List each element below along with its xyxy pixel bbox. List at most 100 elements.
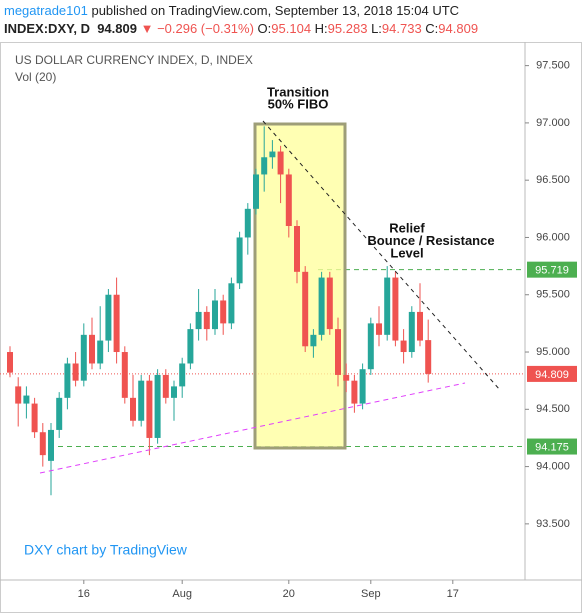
header: megatrade101 published on TradingView.co…	[4, 2, 478, 38]
candle-body	[121, 352, 128, 398]
candle-body	[408, 311, 415, 353]
ohlc-value: 94.733	[381, 21, 422, 36]
annotation: 50% FIBO	[268, 96, 329, 111]
candle-body	[359, 369, 366, 404]
candle-body	[302, 271, 309, 347]
ohlc-label: L:	[371, 21, 382, 36]
candle-body	[367, 323, 374, 370]
annotation: Bounce / Resistance	[367, 233, 494, 248]
candle-body	[220, 300, 227, 324]
candle-body	[343, 374, 350, 381]
ohlc: O:95.104 H:95.283 L:94.733 C:94.809	[258, 21, 479, 36]
y-tick-label: 97.000	[536, 117, 570, 129]
candle-body	[400, 340, 407, 353]
published: published on TradingView.com, September …	[91, 3, 460, 18]
candle-body	[384, 277, 391, 335]
candle-body	[113, 294, 120, 353]
candle-body	[326, 277, 333, 330]
candle-body	[236, 237, 243, 284]
ohlc-value: 95.283	[327, 21, 368, 36]
candle-body	[105, 294, 112, 341]
y-tick-label: 96.500	[536, 174, 570, 186]
candle-body	[417, 311, 423, 341]
candle-body	[15, 386, 22, 404]
author[interactable]: megatrade101	[4, 3, 88, 18]
x-tick-label: 20	[283, 588, 295, 600]
candle-body	[425, 340, 432, 374]
candle-body	[392, 277, 399, 341]
candle-body	[48, 429, 54, 461]
candle-body	[23, 395, 30, 404]
ohlc-value: 95.104	[271, 21, 312, 36]
candle-body	[31, 403, 38, 433]
symbol: INDEX:DXY, D	[4, 21, 90, 36]
candle-body	[56, 397, 63, 430]
candle-body	[310, 334, 317, 347]
candle-body	[64, 363, 71, 398]
x-tick-label: 16	[78, 588, 90, 600]
y-tick-label: 95.000	[536, 346, 570, 358]
last-price-box	[527, 365, 577, 382]
annotation: Relief	[389, 220, 425, 235]
candle-body	[171, 386, 177, 398]
candle-body	[179, 363, 186, 387]
watermark[interactable]: DXY chart by TradingView	[24, 542, 188, 558]
candle-body	[39, 432, 46, 456]
ohlc-value: 94.809	[438, 21, 479, 36]
chart-subtitle: Vol (20)	[15, 70, 56, 84]
y-tick-label: 96.000	[536, 231, 570, 243]
candle-body	[80, 334, 87, 381]
candle-body	[285, 174, 292, 227]
candle-body	[138, 380, 145, 421]
candle-body	[154, 374, 161, 438]
x-tick-label: Aug	[172, 588, 192, 600]
candle-body	[244, 208, 251, 238]
candle-body	[253, 174, 259, 209]
candle-body	[277, 151, 284, 175]
ohlc-label: H:	[314, 21, 328, 36]
candle-body	[72, 363, 79, 381]
candle-body	[269, 151, 276, 158]
header-line-2: INDEX:DXY, D 94.809 ▼ −0.296 (−0.31%) O:…	[4, 20, 478, 38]
level-label: 94.175	[535, 441, 569, 453]
header-line-1: megatrade101 published on TradingView.co…	[4, 2, 478, 20]
annotation: Level	[390, 245, 423, 260]
candle-body	[261, 157, 268, 175]
candle-body	[228, 283, 235, 324]
candle-body	[195, 311, 202, 330]
level-label-box	[527, 438, 577, 455]
candle-body	[212, 300, 218, 330]
x-tick-label: Sep	[361, 588, 381, 600]
candle-body	[187, 329, 194, 364]
last-price-label: 94.809	[535, 369, 569, 381]
candle-body	[130, 397, 136, 421]
ohlc-label: C:	[425, 21, 439, 36]
support-line	[39, 382, 466, 474]
chart-title: US DOLLAR CURRENCY INDEX, D, INDEX	[15, 53, 253, 67]
last: 94.809	[97, 21, 137, 36]
ohlc-label: O:	[257, 21, 272, 36]
candle-body	[318, 277, 325, 335]
candle-body	[294, 226, 300, 272]
y-tick-label: 94.500	[536, 403, 570, 415]
candle-body	[335, 329, 341, 375]
trend-line	[262, 120, 501, 391]
annotation: Transition	[267, 84, 329, 99]
candle-body	[7, 352, 13, 373]
level-label: 95.719	[535, 265, 569, 277]
change: ▼ −0.296 (−0.31%)	[140, 21, 254, 36]
candle-body	[203, 311, 210, 330]
y-tick-label: 94.000	[536, 460, 570, 472]
x-tick-label: 17	[447, 588, 459, 600]
candle-body	[146, 380, 153, 438]
y-tick-label: 95.500	[536, 289, 570, 301]
candle-body	[351, 380, 358, 404]
y-tick-label: 93.500	[536, 518, 570, 530]
y-tick-label: 97.500	[536, 60, 570, 72]
candle-body	[162, 374, 169, 398]
candle-body	[89, 334, 95, 364]
candle-body	[97, 340, 104, 364]
candle-body	[376, 323, 382, 335]
